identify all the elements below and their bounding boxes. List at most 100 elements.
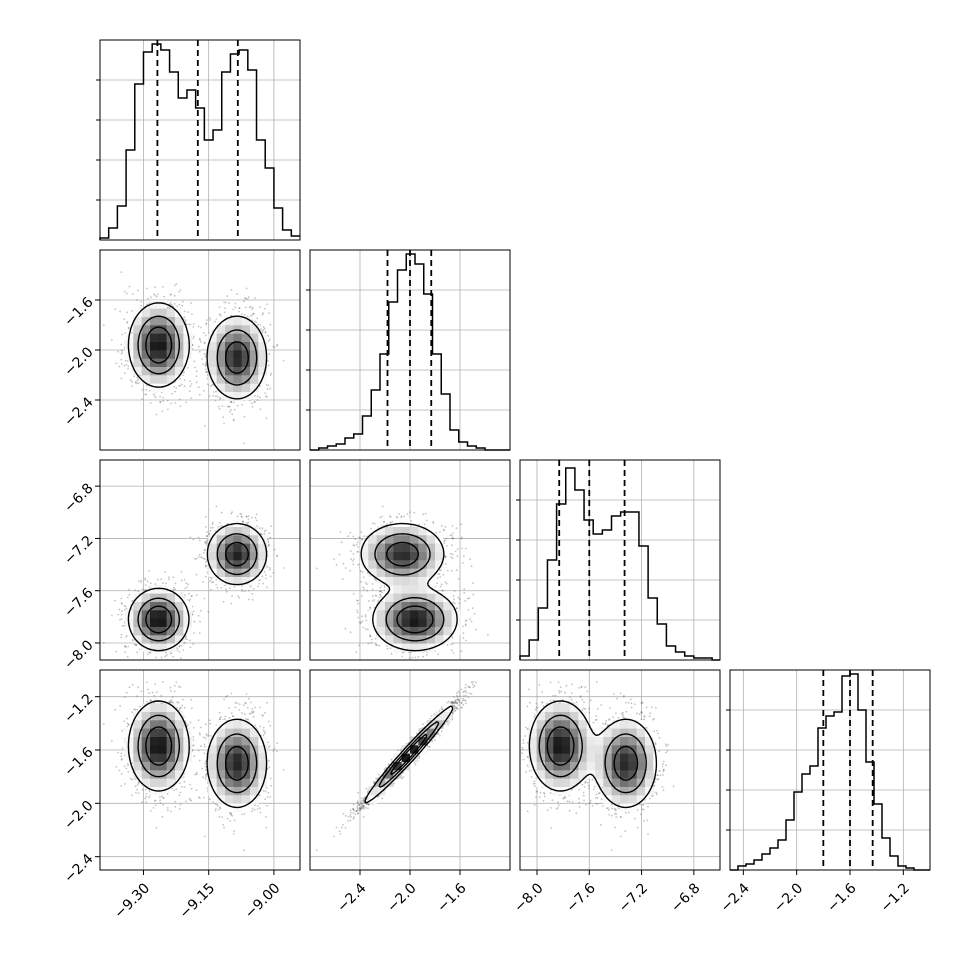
density-cell (620, 762, 629, 771)
density-cell (150, 350, 159, 359)
density-cell (150, 703, 159, 712)
density-cell (158, 737, 167, 746)
density-cell (620, 787, 629, 796)
density-cell (393, 577, 402, 586)
density-cell (225, 778, 234, 787)
density-cell (158, 753, 167, 762)
density-cell (418, 552, 427, 561)
histogram-panel-3 (516, 460, 720, 660)
density-cell (142, 375, 151, 384)
density-cell (377, 618, 386, 627)
scatter-panel-4-2 (310, 668, 510, 870)
density-cell (620, 728, 629, 737)
density-cell (427, 552, 436, 561)
scatter-panel-4-3 (511, 668, 720, 870)
density-cell (150, 333, 159, 342)
density-cell (208, 358, 217, 367)
density-cell (150, 342, 159, 351)
density-cell (587, 762, 596, 771)
scatter-panel-3-2 (310, 460, 510, 669)
x-tick-label: −6.8 (668, 880, 703, 915)
x-tick-label: −2.0 (771, 880, 806, 915)
density-cell (595, 770, 604, 779)
density-cell (562, 737, 571, 746)
x-tick-label: −8.0 (511, 880, 546, 915)
y-tick-label: −2.4 (61, 851, 96, 886)
density-cell (620, 737, 629, 746)
y-tick-label: −2.0 (61, 344, 96, 379)
histogram-panel-1 (96, 40, 300, 240)
density-cell (393, 552, 402, 561)
x-tick-label: −2.4 (334, 880, 369, 915)
density-cell (167, 753, 176, 762)
density-cell (242, 383, 251, 392)
density-cell (250, 358, 259, 367)
density-cell (443, 618, 452, 627)
density-cell (427, 635, 436, 644)
x-tick-label: −1.2 (878, 880, 913, 915)
density-cell (242, 795, 251, 804)
density-cell (402, 552, 411, 561)
density-cell (410, 610, 419, 619)
scatter-panel-4-1 (100, 668, 300, 870)
density-cell (233, 543, 242, 552)
density-cell (208, 350, 217, 359)
x-tick-label: −1.6 (824, 880, 859, 915)
density-cell (377, 552, 386, 561)
density-cell (410, 635, 419, 644)
density-cell (443, 610, 452, 619)
density-cell (620, 753, 629, 762)
density-cell (637, 728, 646, 737)
density-cell (402, 618, 411, 627)
density-cell (443, 627, 452, 636)
density-cell (242, 333, 251, 342)
density-cell (628, 795, 637, 804)
density-cell (233, 518, 242, 527)
y-tick-label: −1.6 (61, 744, 96, 779)
density-cell (233, 787, 242, 796)
density-cell (645, 770, 654, 779)
density-cell (242, 762, 251, 771)
density-cell (133, 762, 142, 771)
density-cell (208, 552, 217, 561)
density-cell (167, 778, 176, 787)
density-cell (158, 703, 167, 712)
x-tick-label: −7.2 (616, 880, 651, 915)
density-cell (393, 770, 402, 779)
density-cell (402, 518, 411, 527)
density-cell (418, 577, 427, 586)
density-cell (242, 350, 251, 359)
density-cell (418, 543, 427, 552)
histogram-panel-4 (726, 670, 930, 870)
density-cell (545, 737, 554, 746)
density-cell (233, 770, 242, 779)
density-cell (242, 552, 251, 561)
density-cell (418, 618, 427, 627)
density-cell (537, 745, 546, 754)
density-cell (385, 577, 394, 586)
scatter-panel-3-1 (100, 460, 300, 669)
density-cell (553, 745, 562, 754)
x-tick-label: −7.6 (564, 880, 599, 915)
density-cell (385, 527, 394, 536)
y-tick-label: −8.0 (61, 637, 96, 672)
density-cell (595, 753, 604, 762)
density-cell (553, 703, 562, 712)
density-cell (217, 787, 226, 796)
density-cell (208, 770, 217, 779)
density-cell (142, 317, 151, 326)
density-cell (620, 770, 629, 779)
density-cell (628, 762, 637, 771)
density-cell (595, 762, 604, 771)
density-cell (402, 762, 411, 771)
density-cell (427, 535, 436, 544)
y-tick-label: −1.6 (61, 294, 96, 329)
density-cell (562, 728, 571, 737)
density-cell (620, 720, 629, 729)
x-tick-label: −2.0 (384, 880, 419, 915)
density-cell (545, 745, 554, 754)
density-cell (537, 778, 546, 787)
density-cell (402, 585, 411, 594)
density-cell (410, 585, 419, 594)
